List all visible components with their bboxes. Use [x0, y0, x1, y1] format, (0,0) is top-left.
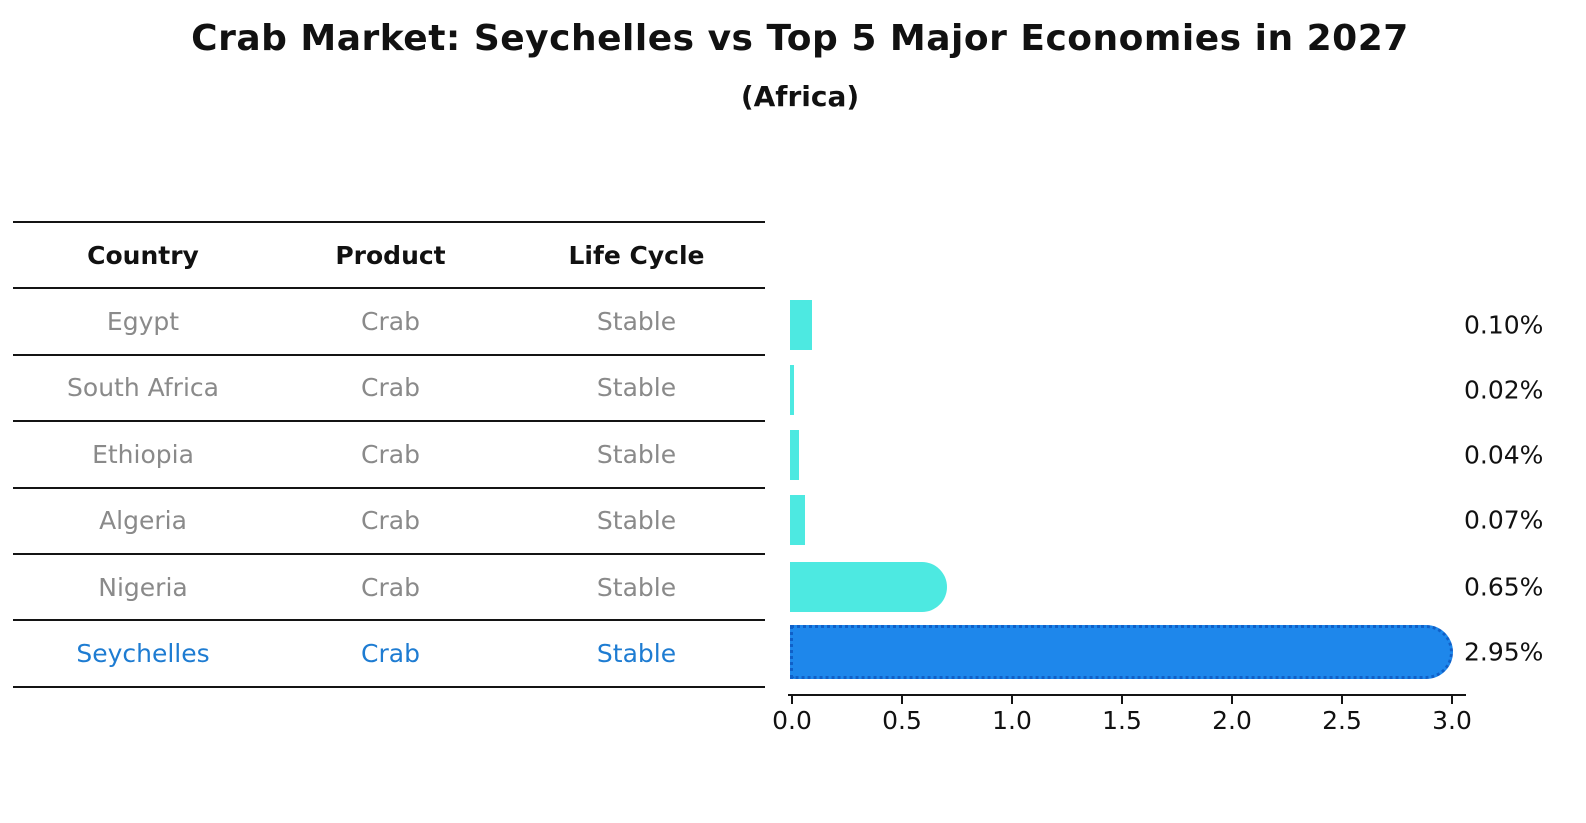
- cell-life-cycle: Stable: [596, 572, 677, 602]
- x-axis-line: [788, 694, 1466, 696]
- value-label-algeria: 0.07%: [1464, 505, 1544, 535]
- table-header-row: Country Product Life Cycle: [13, 221, 765, 287]
- table-row-south-africa: South Africa Crab Stable: [13, 353, 765, 420]
- x-tick-mark-3.0: [1451, 696, 1453, 704]
- bar-algeria: [790, 495, 805, 545]
- cell-country: Nigeria: [98, 572, 188, 602]
- x-tick-mark-2.5: [1341, 696, 1343, 704]
- cell-product: Crab: [361, 373, 420, 403]
- bar-south-africa: [790, 365, 794, 415]
- cell-life-cycle: Stable: [596, 506, 677, 536]
- value-label-nigeria: 0.65%: [1464, 572, 1544, 602]
- x-tick-label-0.5: 0.5: [882, 706, 922, 735]
- cell-life-cycle: Stable: [596, 373, 677, 403]
- chart-title: Crab Market: Seychelles vs Top 5 Major E…: [191, 18, 1409, 59]
- table-row-nigeria: Nigeria Crab Stable: [13, 552, 765, 619]
- cell-life-cycle: Stable: [596, 307, 677, 337]
- bar-egypt: [790, 300, 812, 350]
- table-row-ethiopia: Ethiopia Crab Stable: [13, 420, 765, 486]
- bar-seychelles: [790, 625, 1453, 679]
- cell-product: Crab: [361, 307, 420, 337]
- value-label-south-africa: 0.02%: [1464, 375, 1544, 405]
- table-row-seychelles: Seychelles Crab Stable: [13, 619, 765, 685]
- x-tick-label-0.0: 0.0: [772, 706, 812, 735]
- x-tick-mark-0.5: [901, 696, 903, 704]
- table-row-algeria: Algeria Crab Stable: [13, 486, 765, 553]
- cell-product: Crab: [361, 639, 420, 669]
- header-country: Country: [87, 240, 199, 270]
- header-life-cycle: Life Cycle: [568, 240, 705, 270]
- value-label-ethiopia: 0.04%: [1464, 440, 1544, 470]
- cell-life-cycle: Stable: [596, 639, 677, 669]
- x-tick-mark-0.0: [791, 696, 793, 704]
- x-tick-label-1.0: 1.0: [992, 706, 1032, 735]
- x-tick-mark-1.0: [1011, 696, 1013, 704]
- cell-life-cycle: Stable: [596, 439, 677, 469]
- bar-ethiopia: [790, 430, 799, 480]
- x-tick-mark-2.0: [1231, 696, 1233, 704]
- x-tick-label-3.0: 3.0: [1432, 706, 1472, 735]
- x-tick-label-2.5: 2.5: [1322, 706, 1362, 735]
- country-table: Country Product Life Cycle Egypt Crab St…: [13, 221, 765, 688]
- cell-country: Egypt: [106, 307, 180, 337]
- cell-product: Crab: [361, 439, 420, 469]
- x-tick-mark-1.5: [1121, 696, 1123, 704]
- chart-subtitle: (Africa): [740, 80, 860, 113]
- cell-country: Ethiopia: [92, 439, 194, 469]
- cell-country: South Africa: [67, 373, 219, 403]
- header-product: Product: [335, 240, 446, 270]
- cell-product: Crab: [361, 572, 420, 602]
- cell-product: Crab: [361, 506, 420, 536]
- value-label-seychelles: 2.95%: [1464, 637, 1544, 667]
- x-tick-label-1.5: 1.5: [1102, 706, 1142, 735]
- cell-country: Algeria: [99, 506, 187, 536]
- cell-country: Seychelles: [76, 639, 210, 669]
- x-tick-label-2.0: 2.0: [1212, 706, 1252, 735]
- table-row-egypt: Egypt Crab Stable: [13, 287, 765, 353]
- value-label-egypt: 0.10%: [1464, 310, 1544, 340]
- bar-nigeria: [790, 562, 947, 612]
